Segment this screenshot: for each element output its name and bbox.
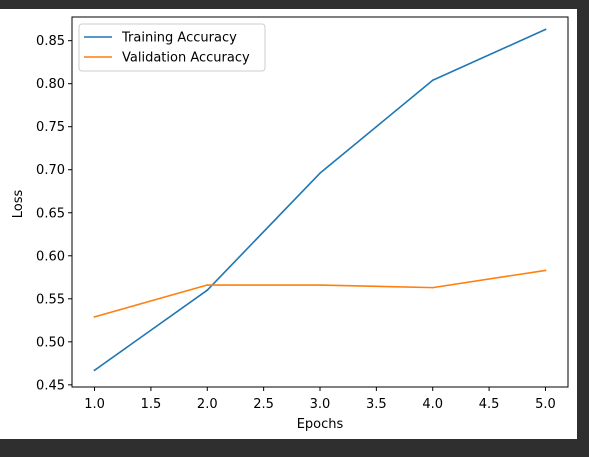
plot-area bbox=[72, 17, 568, 387]
legend-label-validation-accuracy: Validation Accuracy bbox=[122, 51, 250, 66]
data-point-validation-accuracy bbox=[431, 286, 434, 289]
data-point-validation-accuracy bbox=[544, 269, 547, 272]
x-tick-label: 4.0 bbox=[422, 397, 443, 412]
y-tick-label: 0.50 bbox=[36, 335, 65, 350]
legend-box bbox=[78, 23, 266, 72]
x-tick-label: 4.5 bbox=[479, 397, 500, 412]
x-tick-label: 5.0 bbox=[535, 397, 556, 412]
series-layer bbox=[93, 28, 547, 372]
x-tick-label: 3.0 bbox=[310, 397, 331, 412]
x-tick-label: 1.0 bbox=[84, 397, 105, 412]
y-tick-label: 0.75 bbox=[36, 120, 65, 135]
x-tick-label: 2.0 bbox=[197, 397, 218, 412]
y-tick-label: 0.60 bbox=[36, 249, 65, 264]
data-point-training-accuracy bbox=[93, 369, 96, 372]
x-axis-label: Epochs bbox=[297, 417, 344, 432]
y-tick-label: 0.80 bbox=[36, 77, 65, 92]
data-point-validation-accuracy bbox=[93, 316, 96, 318]
x-tick-label: 2.5 bbox=[253, 397, 274, 412]
legend: Training Accuracy Validation Accuracy bbox=[78, 23, 266, 72]
data-point-training-accuracy bbox=[319, 172, 321, 174]
y-tick-label: 0.70 bbox=[36, 163, 65, 178]
data-point-training-accuracy bbox=[206, 289, 209, 291]
y-axis-label: Loss bbox=[11, 190, 26, 219]
y-axis-ticks: 0.45 0.50 0.55 0.60 0.65 0.70 0.75 0.80 0.85 bbox=[36, 34, 72, 393]
data-point-validation-accuracy bbox=[319, 284, 321, 286]
data-point-validation-accuracy bbox=[206, 284, 209, 286]
y-tick-label: 0.55 bbox=[36, 292, 65, 307]
x-tick-label: 3.5 bbox=[366, 397, 387, 412]
x-axis-ticks: 1.0 1.5 2.0 2.5 3.0 3.5 4.0 4.5 5.0 bbox=[84, 387, 556, 412]
legend-label-training-accuracy: Training Accuracy bbox=[121, 31, 237, 46]
y-tick-label: 0.85 bbox=[36, 34, 65, 49]
y-tick-label: 0.45 bbox=[36, 378, 65, 393]
data-point-training-accuracy bbox=[431, 79, 434, 82]
x-tick-label: 1.5 bbox=[141, 397, 162, 412]
data-point-training-accuracy bbox=[544, 28, 547, 31]
y-tick-label: 0.65 bbox=[36, 206, 65, 221]
